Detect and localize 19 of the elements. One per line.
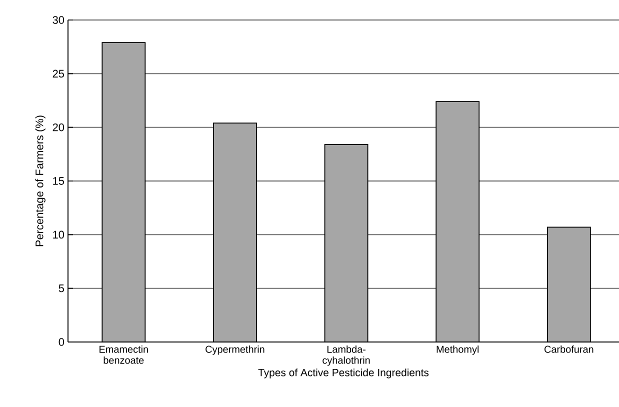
- y-axis-title: Percentage of Farmers (%): [35, 116, 46, 246]
- x-tick-label: Cypermethrin: [206, 346, 264, 355]
- y-tick-label: 25: [52, 70, 64, 78]
- x-tick-label: Carbofuran: [544, 346, 594, 353]
- y-tick-label: 15: [53, 177, 64, 185]
- y-tick-label: 0: [58, 338, 64, 346]
- bar: [324, 144, 368, 342]
- bar: [546, 226, 591, 342]
- y-tick-label: 20: [52, 123, 64, 132]
- x-tick-label: Emamectin benzoate: [100, 346, 148, 364]
- bar: [102, 42, 146, 342]
- x-axis-title: Types of Active Pesticide Ingredients: [258, 368, 429, 378]
- y-tick-label: 30: [52, 16, 64, 24]
- bar: [436, 102, 480, 342]
- y-tick-label: 10: [53, 230, 64, 239]
- x-tick-label: Methomyl: [436, 346, 479, 355]
- y-tick-label: 5: [58, 284, 64, 292]
- bar: [213, 123, 256, 342]
- x-tick-label: Lambda-cyhalothrin: [322, 346, 370, 366]
